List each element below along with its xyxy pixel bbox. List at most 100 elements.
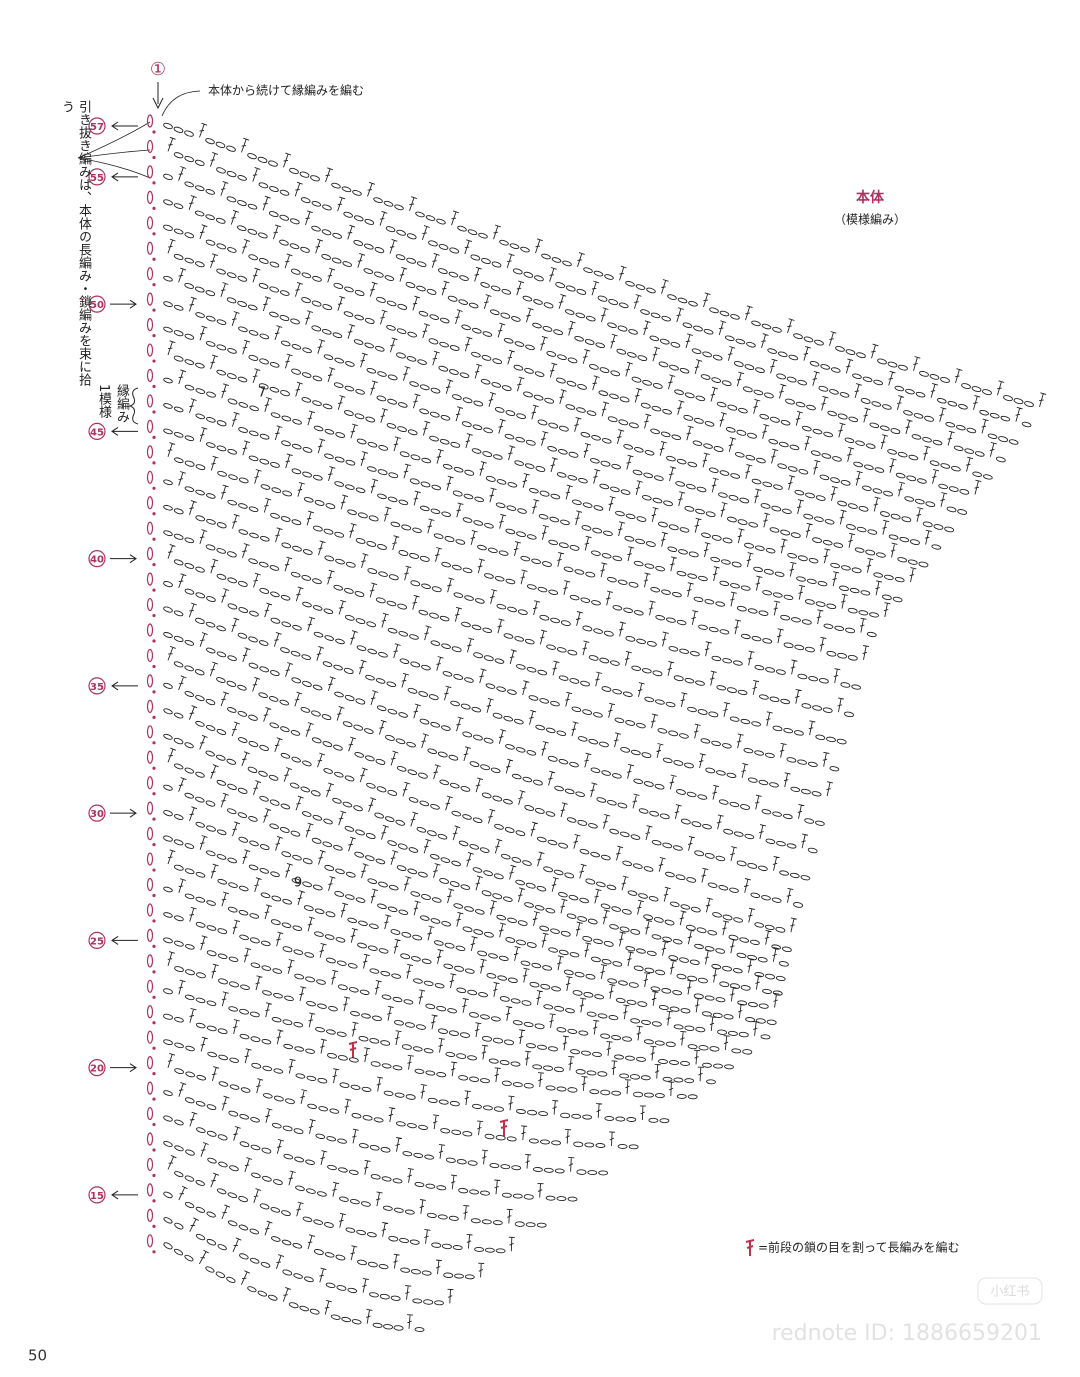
row-label: 40: [90, 555, 104, 566]
row-arrow: [110, 299, 137, 309]
slip-stitch: [146, 877, 154, 892]
edge-dot: [152, 741, 156, 745]
row-label-circle: [88, 931, 106, 950]
slip-stitch: [146, 368, 154, 383]
edge-dot: [152, 715, 156, 719]
edge-dot: [152, 1148, 156, 1152]
slip-stitch: [146, 648, 154, 663]
slip-stitch: [146, 1081, 154, 1095]
edge-dot: [152, 486, 156, 490]
stitch-row: [163, 935, 753, 1055]
stitch-row: [163, 1217, 454, 1306]
edge-dot: [152, 257, 156, 261]
stitch-row: [163, 426, 891, 618]
row-label: 30: [90, 809, 104, 820]
stitch-row: [167, 1154, 515, 1254]
stitch-row: [163, 806, 786, 981]
watermark-id: rednote ID: 1886659201: [772, 1321, 1042, 1346]
row-arrow: [111, 935, 138, 945]
row-label: 35: [90, 682, 104, 693]
edge-dot: [152, 359, 156, 363]
watermark-logo-box: [977, 1277, 1043, 1305]
stitch-row: [167, 238, 982, 495]
edge-dot: [152, 995, 156, 999]
edge-dot: [152, 690, 156, 694]
stitch-row: [163, 1242, 425, 1333]
stitch-row: [167, 645, 818, 854]
edge-dot: [152, 334, 156, 338]
slip-stitch: [146, 394, 154, 408]
stitch-row: [163, 195, 1006, 463]
slip-stitch: [146, 674, 154, 688]
row-arrow: [111, 121, 138, 131]
row-label-circle: [88, 677, 106, 695]
slip-stitch: [146, 1157, 154, 1172]
edge-dot: [152, 435, 156, 439]
edge-dot: [152, 283, 156, 287]
stitch-row: [163, 471, 870, 661]
stitch-row: [167, 442, 877, 638]
stitch-row: [167, 543, 847, 745]
slip-stitch: [146, 521, 154, 535]
row-arrow: [111, 1190, 138, 1200]
slip-stitch: [146, 1056, 154, 1070]
edge-dot: [152, 588, 156, 592]
stitch-row: [163, 1185, 485, 1280]
slip-stitch: [146, 114, 154, 128]
edge-dot: [152, 512, 156, 516]
edge-dot: [152, 1046, 156, 1050]
row-label-circle: [88, 804, 106, 822]
row-label-circle: [88, 1186, 106, 1204]
edge-dot: [152, 1224, 156, 1228]
edge-dot: [152, 1122, 156, 1127]
stitch-row: [163, 529, 854, 718]
start-arrowhead: [152, 97, 164, 110]
stitch-row: [163, 979, 716, 1085]
row-arrow: [111, 681, 138, 691]
stitch-row: [163, 602, 833, 797]
slip-stitch: [146, 954, 154, 968]
edge-dot: [152, 384, 156, 389]
slip-stitch: [146, 241, 154, 255]
stitch-row: [163, 1111, 578, 1202]
slip-stitch: [146, 165, 154, 179]
edge-dot: [152, 563, 156, 567]
stitch-row: [163, 733, 797, 933]
stitch-row: [163, 573, 840, 772]
top-note: 本体から続けて縁編みを編む: [208, 83, 364, 98]
side-note-leaders: [77, 121, 151, 179]
slip-stitch: [146, 750, 154, 764]
stitch-row: [163, 166, 1019, 445]
edge-dot: [152, 893, 156, 898]
row-label-circle: [88, 295, 106, 313]
stitch-row: [163, 122, 1047, 408]
row-arrow: [111, 172, 138, 182]
edge-dot: [152, 792, 156, 796]
slip-stitch: [146, 1005, 154, 1019]
row-label-circle: [88, 168, 106, 186]
edge-dot: [152, 868, 156, 872]
edge-dot: [152, 613, 156, 618]
stitch-row: [163, 398, 903, 603]
edge-dot: [152, 1250, 156, 1254]
edge-dot: [152, 817, 156, 821]
slip-stitch: [146, 801, 154, 815]
edge-dot: [152, 130, 156, 134]
edge-dot: [152, 919, 156, 923]
slip-stitch: [146, 496, 154, 510]
slip-stitch: [146, 445, 154, 459]
edge-dot: [152, 410, 156, 414]
edge-dot: [152, 181, 156, 185]
stitch-row: [167, 747, 792, 953]
slip-stitch: [146, 267, 154, 281]
edge-dot: [152, 1021, 156, 1025]
edge-dot: [152, 970, 156, 974]
stitch-row: [163, 267, 967, 515]
edge-dot: [152, 664, 156, 669]
slip-stitch: [146, 190, 154, 204]
stitch-row: [163, 325, 942, 550]
stitch-row: [167, 951, 734, 1070]
stitch-row: [163, 296, 955, 533]
edge-dot: [152, 639, 156, 643]
slip-stitch: [146, 470, 154, 484]
